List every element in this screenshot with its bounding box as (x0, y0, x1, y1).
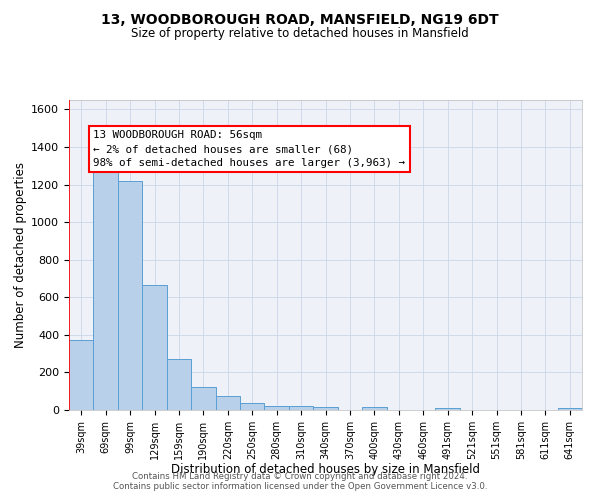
Text: Contains public sector information licensed under the Open Government Licence v3: Contains public sector information licen… (113, 482, 487, 491)
Bar (436, 408, 460, 410)
Bar (167, 360, 191, 410)
Bar (362, 407, 386, 410)
X-axis label: Distribution of detached houses by size in Mansfield: Distribution of detached houses by size … (171, 464, 480, 476)
Text: Contains HM Land Registry data © Crown copyright and database right 2024.: Contains HM Land Registry data © Crown c… (132, 472, 468, 481)
Bar (94, 172, 118, 410)
Bar (240, 403, 265, 410)
Bar (142, 285, 167, 410)
Text: Size of property relative to detached houses in Mansfield: Size of property relative to detached ho… (131, 28, 469, 40)
Bar (313, 407, 338, 410)
Y-axis label: Number of detached properties: Number of detached properties (14, 162, 27, 348)
Bar (215, 396, 240, 410)
Bar (191, 388, 215, 410)
Bar (69, 340, 94, 410)
Bar (118, 181, 142, 410)
Bar (557, 408, 582, 410)
Text: 13, WOODBOROUGH ROAD, MANSFIELD, NG19 6DT: 13, WOODBOROUGH ROAD, MANSFIELD, NG19 6D… (101, 12, 499, 26)
Bar (265, 406, 289, 410)
Bar (289, 406, 313, 410)
Text: 13 WOODBOROUGH ROAD: 56sqm
← 2% of detached houses are smaller (68)
98% of semi-: 13 WOODBOROUGH ROAD: 56sqm ← 2% of detac… (94, 130, 406, 168)
